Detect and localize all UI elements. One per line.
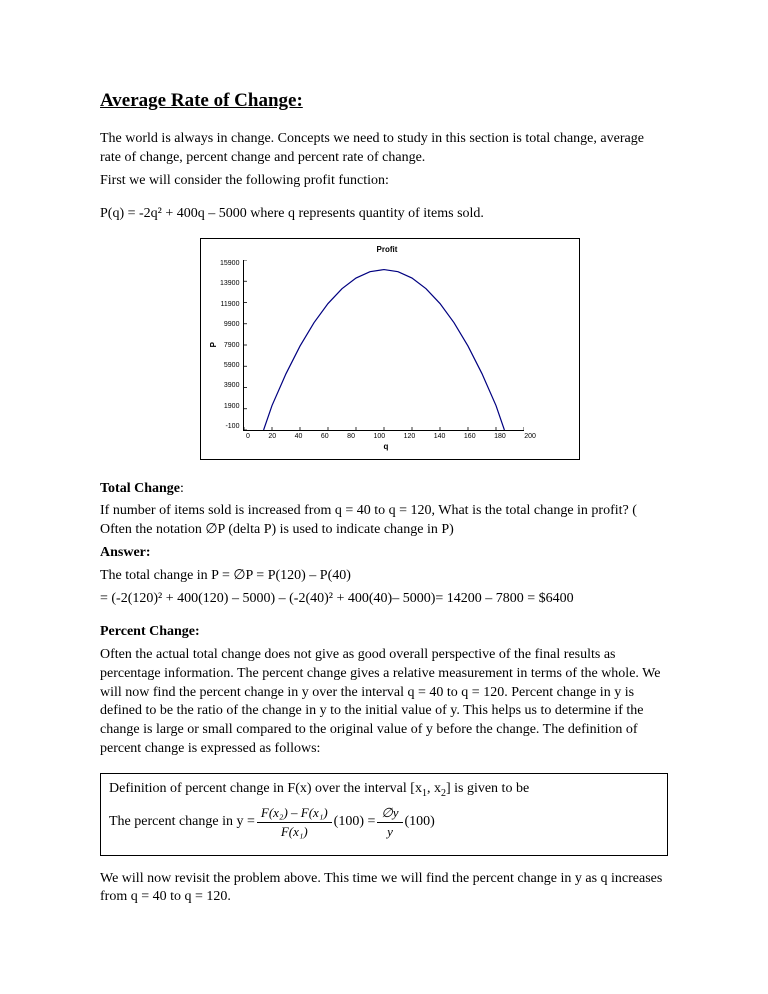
chart-title: Profit xyxy=(209,245,565,254)
x-tick: 60 xyxy=(321,433,329,440)
y-tick: 13900 xyxy=(220,280,239,287)
definition-box: Definition of percent change in F(x) ove… xyxy=(100,773,668,855)
total-change-a2: = (-2(120)² + 400(120) – 5000) – (-2(40)… xyxy=(100,590,668,609)
intro-p1: The world is always in change. Concepts … xyxy=(100,130,668,168)
x-tick: 100 xyxy=(373,433,385,440)
y-tick: 5900 xyxy=(220,362,239,369)
def-l1-post: ] is given to be xyxy=(446,781,529,796)
x-tick: 40 xyxy=(295,433,303,440)
chart-body: P 15900 13900 11900 9900 7900 5900 3900 1900 -10… xyxy=(209,260,565,431)
total-change-section: Total Change: If number of items sold is… xyxy=(100,480,668,609)
y-tick: 9900 xyxy=(220,321,239,328)
total-change-heading-text: Total Change xyxy=(100,481,180,496)
y-tick: 11900 xyxy=(220,301,239,308)
page-title: Average Rate of Change: xyxy=(100,90,668,112)
x-tick: 120 xyxy=(404,433,416,440)
def-l2-pre: The percent change in y = xyxy=(109,813,255,832)
y-tick: 7900 xyxy=(220,342,239,349)
definition-line2: The percent change in y = F(x₂) – F(x₁) … xyxy=(109,804,659,840)
document-page: Average Rate of Change: The world is alw… xyxy=(0,0,768,994)
x-axis-label: q xyxy=(246,442,526,451)
total-change-a1: The total change in P = ∅P = P(120) – P(… xyxy=(100,567,668,586)
percent-change-heading: Percent Change: xyxy=(100,623,668,642)
percent-change-body: Often the actual total change does not g… xyxy=(100,646,668,759)
frac1-den: F(x₁) xyxy=(257,823,332,841)
y-tick: 15900 xyxy=(220,260,239,267)
closing-paragraph: We will now revisit the problem above. T… xyxy=(100,870,668,908)
yaxis-wrap: P 15900 13900 11900 9900 7900 5900 3900 1900 -10… xyxy=(209,260,243,431)
x-tick: 200 xyxy=(524,433,536,440)
total-change-question: If number of items sold is increased fro… xyxy=(100,502,668,540)
y-tick-labels: 15900 13900 11900 9900 7900 5900 3900 1900 -100 xyxy=(220,260,243,430)
x-tick: 20 xyxy=(268,433,276,440)
plot-area xyxy=(243,260,524,431)
y-tick: 1900 xyxy=(220,403,239,410)
answer-label: Answer: xyxy=(100,544,668,563)
frac2-den: y xyxy=(377,823,402,841)
x-tick: 0 xyxy=(246,433,250,440)
y-tick: -100 xyxy=(220,423,239,430)
total-change-heading: Total Change: xyxy=(100,480,668,499)
profit-formula: P(q) = -2q² + 400q – 5000 where q repres… xyxy=(100,205,668,224)
definition-line1: Definition of percent change in F(x) ove… xyxy=(109,780,659,800)
y-tick: 3900 xyxy=(220,382,239,389)
x-tick: 80 xyxy=(347,433,355,440)
x-tick: 140 xyxy=(434,433,446,440)
intro-p2: First we will consider the following pro… xyxy=(100,172,668,191)
chart-svg xyxy=(244,260,524,430)
def-l1-pre: Definition of percent change in F(x) ove… xyxy=(109,781,422,796)
percent-change-section: Percent Change: Often the actual total c… xyxy=(100,623,668,759)
def-hundred1: (100) = xyxy=(334,813,376,832)
fraction-2: ∅y y xyxy=(377,804,402,840)
intro-block: The world is always in change. Concepts … xyxy=(100,130,668,191)
profit-chart: Profit P 15900 13900 11900 9900 7900 5900 3900… xyxy=(200,238,580,460)
x-tick: 180 xyxy=(494,433,506,440)
def-hundred2: (100) xyxy=(405,813,435,832)
frac2-num: ∅y xyxy=(377,804,402,823)
x-tick-labels: 0 20 40 60 80 100 120 140 160 180 200 xyxy=(246,433,536,440)
y-axis-label: P xyxy=(209,342,218,347)
frac1-num: F(x₂) – F(x₁) xyxy=(257,804,332,823)
x-tick: 160 xyxy=(464,433,476,440)
def-l1-mid: , x xyxy=(427,781,441,796)
fraction-1: F(x₂) – F(x₁) F(x₁) xyxy=(257,804,332,840)
